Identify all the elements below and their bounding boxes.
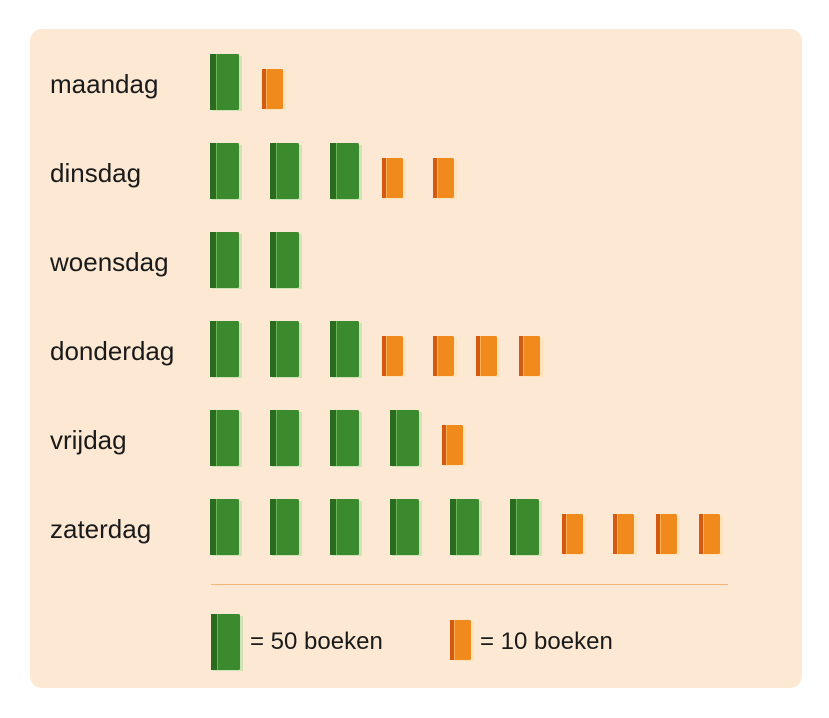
green-book-icon	[211, 614, 243, 671]
row-label-dinsdag: dinsdag	[50, 158, 142, 188]
orange-book-icon	[382, 158, 406, 199]
green-book-icon	[330, 321, 362, 378]
green-book-icon	[210, 54, 242, 111]
row-label-woensdag: woensdag	[50, 247, 169, 277]
orange-book-icon	[442, 425, 466, 466]
green-book-icon	[210, 143, 242, 200]
orange-book-icon	[656, 514, 680, 555]
legend-label-green: = 50 boeken	[250, 628, 383, 655]
legend-divider	[211, 584, 728, 585]
green-book-icon	[210, 499, 242, 556]
orange-book-icon	[433, 336, 457, 377]
row-label-maandag: maandag	[50, 69, 159, 99]
green-book-icon	[210, 321, 242, 378]
green-book-icon	[450, 499, 482, 556]
green-book-icon	[270, 232, 302, 289]
orange-book-icon	[613, 514, 637, 555]
orange-book-icon	[433, 158, 457, 199]
green-book-icon	[390, 410, 422, 467]
row-label-vrijdag: vrijdag	[50, 425, 127, 455]
green-book-icon	[270, 321, 302, 378]
pictograph-panel: maandag dinsdag woensdag donderdag vrijdag za…	[30, 29, 802, 688]
green-book-icon	[330, 499, 362, 556]
green-book-icon	[210, 232, 242, 289]
orange-book-icon	[382, 336, 406, 377]
orange-book-icon	[562, 514, 586, 555]
green-book-icon	[270, 410, 302, 467]
green-book-icon	[270, 143, 302, 200]
row-label-donderdag: donderdag	[50, 336, 175, 366]
orange-book-icon	[450, 620, 474, 661]
orange-book-icon	[262, 69, 286, 110]
orange-book-icon	[699, 514, 723, 555]
orange-book-icon	[476, 336, 500, 377]
row-label-zaterdag: zaterdag	[50, 514, 152, 544]
green-book-icon	[210, 410, 242, 467]
green-book-icon	[390, 499, 422, 556]
green-book-icon	[330, 143, 362, 200]
green-book-icon	[330, 410, 362, 467]
legend-label-orange: = 10 boeken	[480, 628, 613, 655]
green-book-icon	[270, 499, 302, 556]
green-book-icon	[510, 499, 542, 556]
orange-book-icon	[519, 336, 543, 377]
